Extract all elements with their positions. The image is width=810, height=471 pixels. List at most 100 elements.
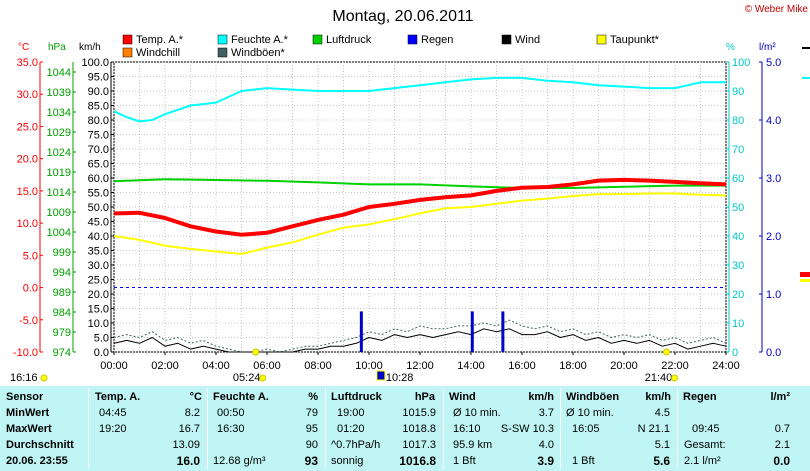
time-marks: 05:24 21:40 10:28 16:16 bbox=[10, 348, 678, 384]
humidity-tick-label: 60 bbox=[732, 173, 744, 185]
legend-swatch bbox=[501, 34, 512, 45]
x-tick-label: 04:00 bbox=[202, 360, 230, 372]
temp-tick-label: 30.0 bbox=[17, 89, 38, 101]
temp-value: 13.09 bbox=[172, 439, 200, 451]
humidity-tick-label: 50 bbox=[732, 202, 744, 214]
legend-swatch bbox=[217, 34, 228, 45]
right-stub-green bbox=[802, 47, 810, 49]
temp-tick-label: 25.0 bbox=[17, 121, 38, 133]
wind-tick-label: 95.0 bbox=[88, 72, 109, 84]
sunrise-icon bbox=[259, 374, 267, 382]
pressure-value: 1017.3 bbox=[402, 439, 436, 451]
series-layer bbox=[113, 76, 727, 353]
wind-value: 3.9 bbox=[537, 454, 554, 468]
pressure-tick-label: 1024 bbox=[47, 147, 71, 159]
temp-value: 16.0 bbox=[176, 454, 200, 468]
rain-bars bbox=[359, 311, 505, 352]
pressure-forecast: sonnig bbox=[331, 455, 364, 467]
wind-tick-label: 45.0 bbox=[88, 217, 109, 229]
gust-value: 5.6 bbox=[653, 454, 670, 468]
wind-tick-label: 100.0 bbox=[81, 57, 109, 69]
wind-tick-label: 90.0 bbox=[88, 86, 109, 98]
pressure-tick-label: 1044 bbox=[47, 67, 71, 79]
rain-bar bbox=[470, 311, 474, 352]
wind-desc: 95.9 km bbox=[453, 439, 493, 451]
wind-tick-label: 75.0 bbox=[88, 130, 109, 142]
x-tick-label: 02:00 bbox=[151, 360, 179, 372]
pressure-tick-label: 1009 bbox=[47, 207, 71, 219]
pressure-tick-label: 974 bbox=[53, 347, 71, 359]
wind-tick-label: 55.0 bbox=[88, 188, 109, 200]
legend-label: Temp. A.* bbox=[136, 34, 184, 46]
x-tick-label: 00:00 bbox=[100, 360, 128, 372]
legend-label: Windböen* bbox=[231, 47, 286, 59]
gridlines bbox=[113, 61, 727, 353]
gust-desc: 16:05 bbox=[572, 423, 600, 435]
wind-tick-label: 65.0 bbox=[88, 159, 109, 171]
x-tick-label: 14:00 bbox=[457, 360, 485, 372]
temp-tick-label: 10.0 bbox=[17, 218, 38, 230]
humidity-tick-label: 90 bbox=[732, 86, 744, 98]
event-marker bbox=[376, 370, 386, 381]
rain-unit-label: l/m² bbox=[759, 42, 776, 53]
rain-value: 0.0 bbox=[773, 454, 790, 468]
y-axes: 35.0 30.0 25.0 20.0 15.0 10.0 5.0 0.0 -5.0 -10.0 1… bbox=[13, 57, 781, 359]
series-line-windb-en bbox=[113, 319, 727, 353]
series-line-taupunkt bbox=[113, 192, 727, 255]
wind-tick-label: 85.0 bbox=[88, 101, 109, 113]
legend-label: Regen bbox=[421, 34, 453, 46]
humidity-tick-label: 30 bbox=[732, 260, 744, 272]
header-wind-unit: km/h bbox=[528, 391, 554, 403]
temp-tick-label: 5.0 bbox=[23, 250, 38, 262]
humidity-value: 93 bbox=[304, 454, 318, 468]
rain-value: 0.7 bbox=[774, 423, 790, 435]
humidity-value: 90 bbox=[305, 439, 318, 451]
pressure-tick-label: 1029 bbox=[47, 127, 71, 139]
pressure-time: 01:20 bbox=[337, 423, 365, 435]
temp-value: 8.2 bbox=[184, 407, 200, 419]
wind-tick-label: 35.0 bbox=[88, 246, 109, 258]
gust-direction: N 21.1 bbox=[637, 423, 670, 435]
rain-tick-label: 4.0 bbox=[766, 115, 781, 127]
legend-swatch bbox=[122, 47, 133, 58]
table-header-row: Sensor Temp. A. °C Feuchte A. % Luftdruc… bbox=[0, 390, 810, 404]
event-time: 10:28 bbox=[386, 372, 414, 384]
table-row-min: MinWert 04:45 8.2 00:50 79 19:00 1015.9 … bbox=[0, 406, 810, 420]
series-line-luftdruck bbox=[113, 178, 726, 189]
humidity-unit-label: % bbox=[726, 42, 735, 53]
sunset-time: 21:40 bbox=[645, 372, 673, 384]
row-label: Durchschnitt bbox=[6, 439, 74, 451]
temp-time: 19:20 bbox=[99, 423, 127, 435]
humidity-value: 79 bbox=[305, 407, 318, 419]
gust-value: 5.1 bbox=[654, 439, 670, 451]
humidity-tick-label: 100 bbox=[732, 57, 750, 69]
legend-label: Windchill bbox=[136, 47, 180, 59]
row-label: MaxWert bbox=[6, 423, 52, 435]
table-row-avg: Durchschnitt 13.09 90 ^0.7hPa/h 1017.3 9… bbox=[0, 438, 810, 452]
humidity-tick-label: 20 bbox=[732, 289, 744, 301]
legend-swatch bbox=[407, 34, 418, 45]
temp-unit-label: °C bbox=[18, 42, 29, 53]
humidity-value: 95 bbox=[305, 423, 318, 435]
left-sun-icon bbox=[40, 374, 48, 382]
pressure-tick-label: 984 bbox=[53, 307, 71, 319]
legend-swatch bbox=[596, 34, 607, 45]
right-stub-cyan bbox=[802, 77, 810, 79]
table-row-max: MaxWert 19:20 16.7 16:30 95 01:20 1018.8… bbox=[0, 422, 810, 436]
temp-tick-label: 15.0 bbox=[17, 186, 38, 198]
humidity-tick-label: 40 bbox=[732, 231, 744, 243]
pressure-tick-label: 994 bbox=[53, 267, 71, 279]
header-temp: Temp. A. bbox=[95, 391, 141, 403]
pressure-tick-label: 1014 bbox=[47, 187, 71, 199]
wind-value: 4.0 bbox=[538, 439, 554, 451]
temp-tick-label: 35.0 bbox=[17, 57, 38, 69]
header-wind: Wind bbox=[449, 391, 476, 403]
gust-desc: Ø 10 min. bbox=[566, 407, 614, 419]
series-line-temp-a bbox=[113, 177, 727, 237]
rain-desc: 09:45 bbox=[692, 423, 720, 435]
header-pressure: Luftdruck bbox=[331, 391, 382, 403]
x-tick-label: 18:00 bbox=[559, 360, 587, 372]
humidity-abs: 12.68 g/m³ bbox=[213, 455, 266, 467]
stats-table: Sensor Temp. A. °C Feuchte A. % Luftdruc… bbox=[0, 386, 810, 471]
wind-tick-label: 60.0 bbox=[88, 173, 109, 185]
